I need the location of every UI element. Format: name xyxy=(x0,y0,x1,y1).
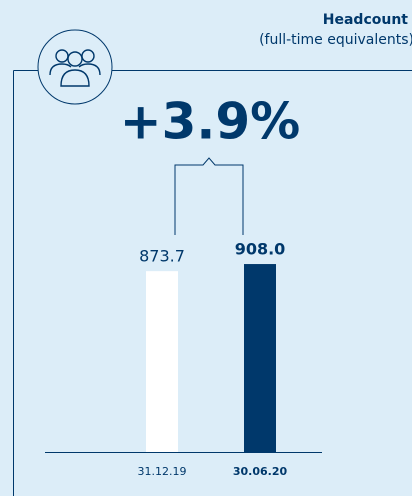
headcount-icon xyxy=(37,29,113,105)
change-bracket xyxy=(174,157,244,235)
value-label: 908.0 xyxy=(235,240,286,259)
bar xyxy=(146,271,178,452)
change-annotation: +3.9% xyxy=(120,93,301,151)
x-tick-label: 30.06.20 xyxy=(233,465,288,478)
value-label: 873.7 xyxy=(139,247,185,266)
chart-title: Headcount xyxy=(323,12,409,28)
bar xyxy=(244,264,276,452)
x-tick-label: 31.12.19 xyxy=(138,465,187,478)
chart-subtitle: (full-time equivalents) xyxy=(259,32,412,48)
